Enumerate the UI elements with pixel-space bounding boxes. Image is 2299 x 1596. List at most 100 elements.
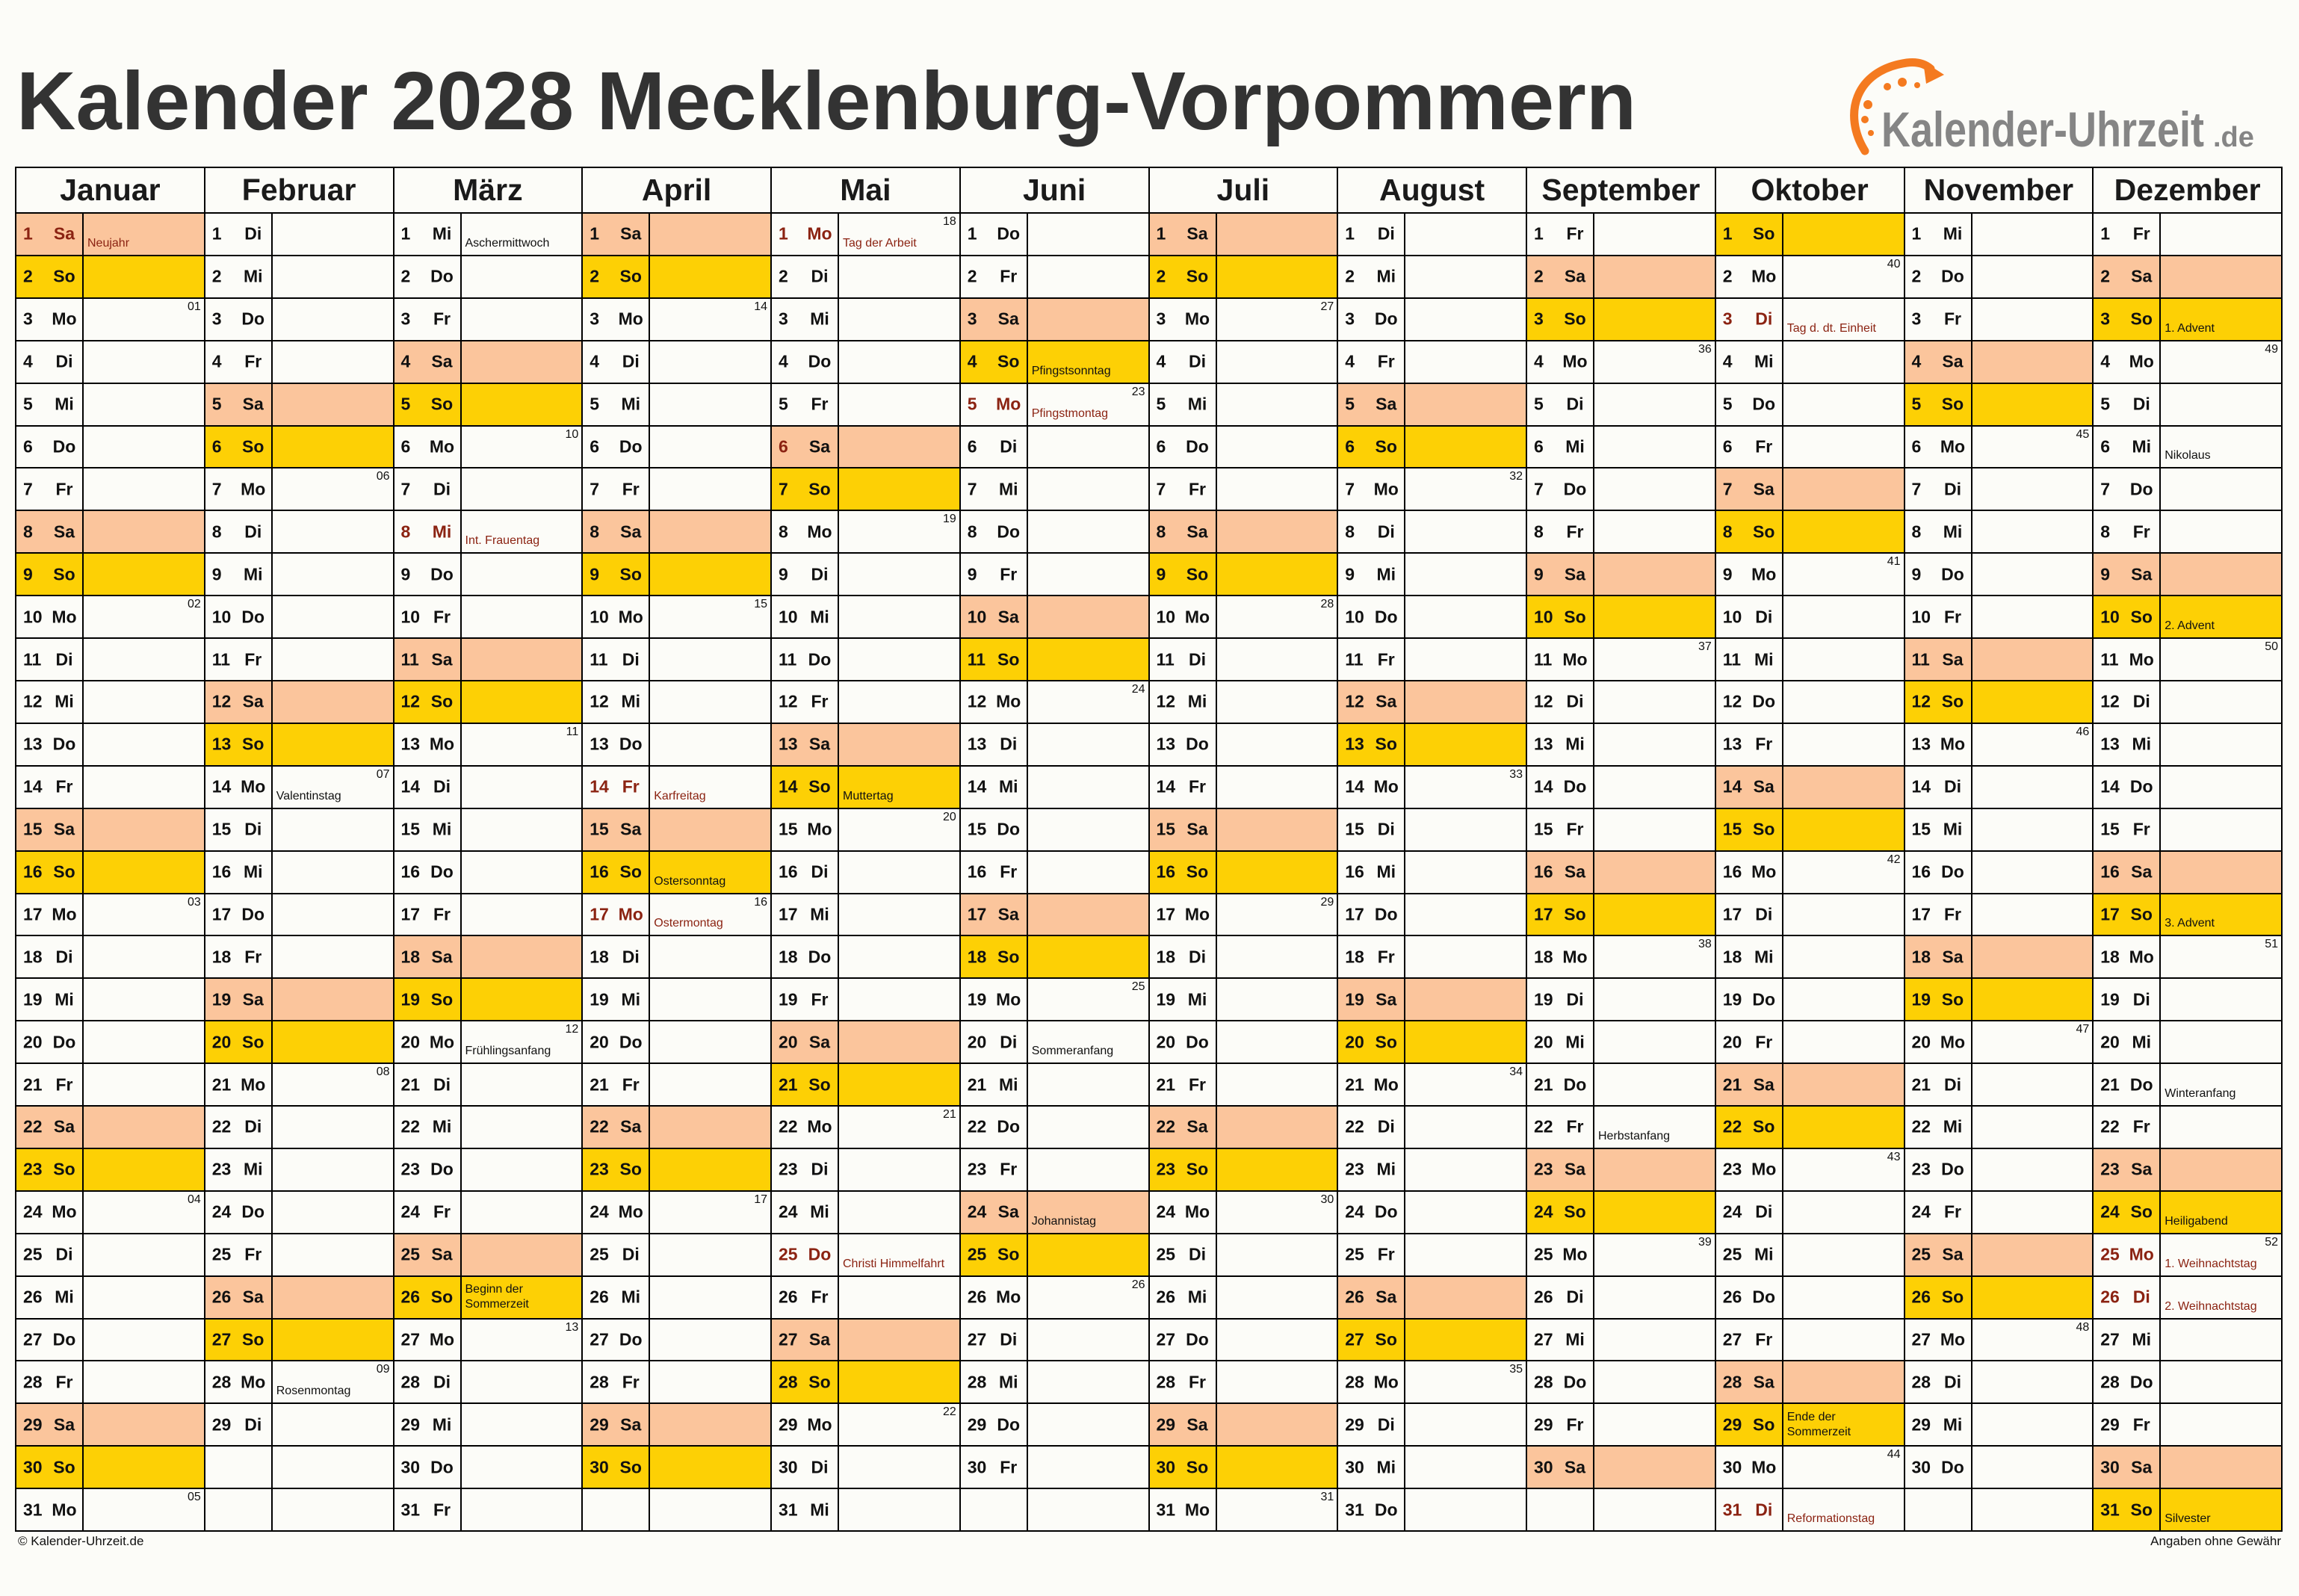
day-cell[interactable]: 9 Sa: [2094, 554, 2162, 596]
day-cell[interactable]: 7 Sa: [1715, 468, 1783, 510]
kalender-uhrzeit-logo[interactable]: Kalender-Uhrzeit .de: [1839, 55, 2280, 160]
day-cell[interactable]: 23 Sa: [2094, 1148, 2162, 1190]
day-cell[interactable]: 20 So: [1338, 1021, 1406, 1063]
day-cell[interactable]: 26 Do: [1716, 1276, 1783, 1318]
day-cell[interactable]: 16 Mi: [205, 851, 273, 893]
day-cell[interactable]: 4 Fr: [205, 341, 273, 383]
day-cell[interactable]: 20 Mi: [2094, 1021, 2162, 1063]
day-cell[interactable]: 24 Do: [1338, 1191, 1406, 1233]
day-cell[interactable]: 15 Mi: [1905, 808, 1972, 850]
day-cell[interactable]: 18 Fr: [1338, 936, 1406, 978]
day-cell[interactable]: 9 Do: [1905, 554, 1972, 596]
day-cell[interactable]: 6 Mi: [1527, 426, 1594, 468]
day-cell[interactable]: 5 Sa: [205, 383, 273, 425]
day-cell[interactable]: 14 Sa: [1715, 766, 1783, 808]
day-cell[interactable]: 15 Fr: [2094, 808, 2162, 850]
day-cell[interactable]: 17 Mo: [1150, 894, 1217, 935]
day-cell[interactable]: 19 Di: [1527, 979, 1594, 1021]
day-cell[interactable]: 20 Do: [1150, 1021, 1217, 1063]
day-cell[interactable]: 23 Fr: [961, 1148, 1028, 1190]
day-cell[interactable]: 13 So: [205, 723, 273, 765]
day-cell[interactable]: 27 Do: [583, 1319, 651, 1361]
day-cell[interactable]: 20 Mo: [1905, 1021, 1972, 1063]
day-cell[interactable]: 30 So: [16, 1447, 84, 1488]
day-cell[interactable]: 23 So: [1149, 1148, 1217, 1190]
day-cell[interactable]: 19 Di: [2094, 979, 2162, 1021]
day-cell[interactable]: 11 Fr: [1338, 639, 1406, 680]
day-cell[interactable]: 14 Do: [1527, 766, 1594, 808]
day-cell[interactable]: 11 Mo: [1527, 639, 1594, 680]
day-cell[interactable]: 22 Mo: [772, 1107, 839, 1148]
day-cell[interactable]: 25 Do: [772, 1234, 839, 1275]
day-cell[interactable]: 27 Do: [16, 1319, 84, 1361]
day-cell[interactable]: 3 Fr: [1905, 298, 1972, 340]
day-cell[interactable]: 26 Sa: [205, 1276, 273, 1318]
day-cell[interactable]: 1 Di: [205, 214, 273, 255]
day-cell[interactable]: 24 Sa: [960, 1191, 1028, 1233]
day-cell[interactable]: 1 Mo: [772, 214, 839, 255]
day-cell[interactable]: 8 Sa: [1149, 511, 1217, 553]
day-cell[interactable]: 29 Di: [205, 1404, 273, 1446]
day-cell[interactable]: 29 Di: [1338, 1404, 1406, 1446]
day-cell[interactable]: 20 Mo: [394, 1021, 462, 1063]
day-cell[interactable]: 9 Mi: [205, 554, 273, 596]
day-cell[interactable]: 31 Fr: [394, 1489, 462, 1531]
day-cell[interactable]: 19 Mi: [583, 979, 651, 1021]
day-cell[interactable]: 11 Sa: [1905, 639, 1972, 680]
day-cell[interactable]: 1 Sa: [1149, 214, 1217, 255]
day-cell[interactable]: 20 Do: [583, 1021, 651, 1063]
day-cell[interactable]: 13 Sa: [772, 723, 839, 765]
day-cell[interactable]: 3 Fr: [394, 298, 462, 340]
day-cell[interactable]: 21 Fr: [16, 1064, 84, 1106]
day-cell[interactable]: 25 Di: [16, 1234, 84, 1275]
day-cell[interactable]: 11 Mi: [1716, 639, 1783, 680]
day-cell[interactable]: 21 Di: [1905, 1064, 1972, 1106]
day-cell[interactable]: 2 So: [1149, 256, 1217, 297]
day-cell[interactable]: 30 Mi: [1338, 1447, 1406, 1488]
day-cell[interactable]: 23 So: [16, 1148, 84, 1190]
day-cell[interactable]: 3 So: [1527, 298, 1594, 340]
day-cell[interactable]: 28 Fr: [16, 1361, 84, 1403]
day-cell[interactable]: 27 Fr: [1716, 1319, 1783, 1361]
day-cell[interactable]: 30 Do: [394, 1447, 462, 1488]
day-cell[interactable]: 13 Do: [16, 723, 84, 765]
day-cell[interactable]: 22 Sa: [583, 1107, 651, 1148]
day-cell[interactable]: 22 Mi: [394, 1107, 462, 1148]
day-cell[interactable]: 20 Sa: [772, 1021, 839, 1063]
day-cell[interactable]: 7 Di: [394, 468, 462, 510]
day-cell[interactable]: 6 Mi: [2094, 426, 2162, 468]
day-cell[interactable]: 6 Mo: [1905, 426, 1972, 468]
day-cell[interactable]: 28 Do: [2094, 1361, 2162, 1403]
day-cell[interactable]: 12 Mi: [16, 681, 84, 723]
day-cell[interactable]: 6 Do: [16, 426, 84, 468]
day-cell[interactable]: 18 Sa: [1905, 936, 1972, 978]
day-cell[interactable]: 9 Mi: [1338, 554, 1406, 596]
day-cell[interactable]: 15 Sa: [1149, 808, 1217, 850]
day-cell[interactable]: 13 Do: [1150, 723, 1217, 765]
day-cell[interactable]: 24 Mo: [1150, 1191, 1217, 1233]
day-cell[interactable]: 25 Di: [583, 1234, 651, 1275]
day-cell[interactable]: 18 Do: [772, 936, 839, 978]
day-cell[interactable]: 18 Di: [583, 936, 651, 978]
day-cell[interactable]: 30 Do: [1905, 1447, 1972, 1488]
day-cell[interactable]: 1 So: [1715, 214, 1783, 255]
day-cell[interactable]: 9 Mo: [1716, 554, 1783, 596]
day-cell[interactable]: 9 Sa: [1527, 554, 1594, 596]
day-cell[interactable]: 12 So: [394, 681, 462, 723]
day-cell[interactable]: 17 So: [2094, 894, 2162, 935]
day-cell[interactable]: 4 Di: [16, 341, 84, 383]
day-cell[interactable]: 1 Di: [1338, 214, 1406, 255]
day-cell[interactable]: 30 So: [583, 1447, 651, 1488]
day-cell[interactable]: 28 Do: [1527, 1361, 1594, 1403]
day-cell[interactable]: 4 Di: [1150, 341, 1217, 383]
day-cell[interactable]: 31 So: [2094, 1489, 2162, 1531]
day-cell[interactable]: 25 Di: [1150, 1234, 1217, 1275]
day-cell[interactable]: 29 Mo: [772, 1404, 839, 1446]
day-cell[interactable]: 6 Sa: [772, 426, 839, 468]
day-cell[interactable]: 30 Mo: [1716, 1447, 1783, 1488]
day-cell[interactable]: 7 Di: [1905, 468, 1972, 510]
day-cell[interactable]: 6 Do: [583, 426, 651, 468]
day-cell[interactable]: 23 Di: [772, 1148, 839, 1190]
day-cell[interactable]: 10 Di: [1716, 596, 1783, 638]
day-cell[interactable]: 19 Mo: [961, 979, 1028, 1021]
